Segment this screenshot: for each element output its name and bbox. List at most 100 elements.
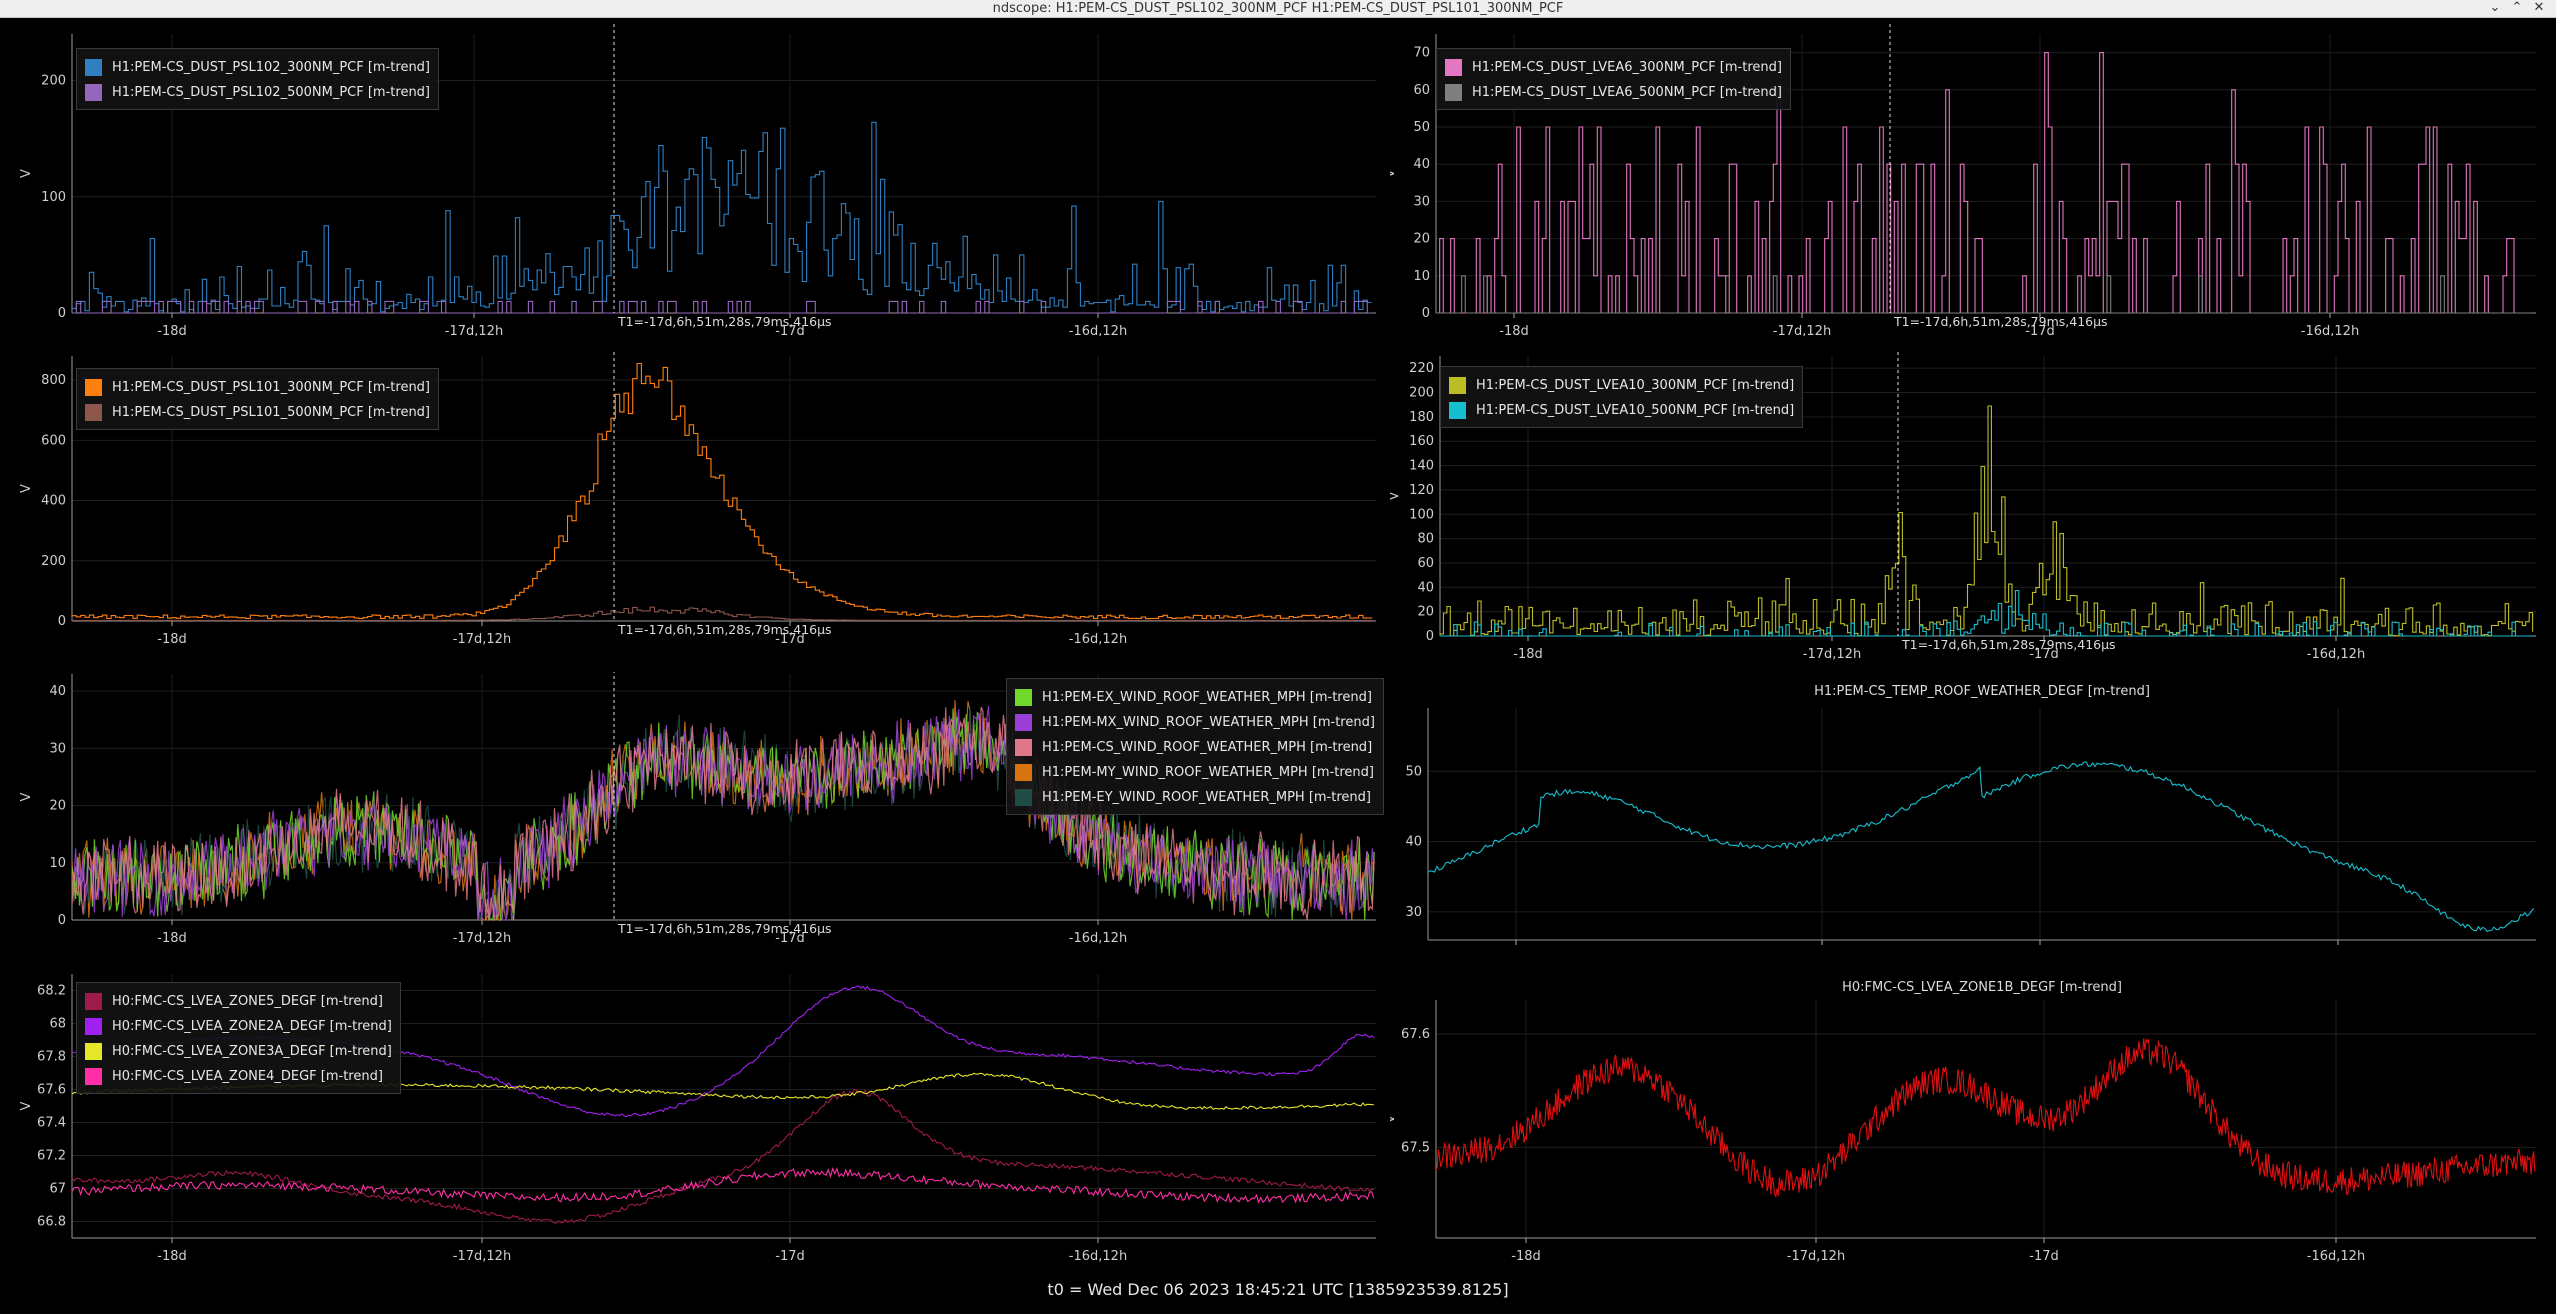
- legend-item[interactable]: H1:PEM-CS_DUST_PSL102_500NM_PCF [m-trend…: [85, 80, 430, 105]
- x-tick-label: -16d,12h: [1069, 931, 1127, 946]
- x-tick-label: -17d,12h: [1793, 951, 1851, 952]
- legend-item[interactable]: H1:PEM-MX_WIND_ROOF_WEATHER_MPH [m-trend…: [1015, 710, 1375, 735]
- y-axis-label: V: [1390, 491, 1402, 500]
- legend-item[interactable]: H0:FMC-CS_LVEA_ZONE2A_DEGF [m-trend]: [85, 1014, 392, 1039]
- y-tick-label: 200: [41, 74, 66, 89]
- x-tick-label: -18d: [157, 931, 187, 946]
- series-trace: [71, 1167, 1375, 1204]
- t1-cursor-label: T1=-17d,6h,51m,28s,79ms,416µs: [1893, 314, 2108, 329]
- y-tick-label: 40: [1417, 580, 1434, 595]
- x-tick-label: -17d,12h: [453, 1249, 511, 1264]
- x-tick-label: -17d,12h: [1787, 1249, 1845, 1264]
- legend-swatch: [1015, 789, 1032, 806]
- plot-panel-p4[interactable]: 0 20 40 60 80 100 120 140 160 180 200 220 -18d -17d,1…: [1390, 352, 2556, 666]
- legend-item[interactable]: H1:PEM-CS_DUST_PSL102_300NM_PCF [m-trend…: [85, 55, 430, 80]
- y-tick-label: 0: [1422, 306, 1430, 321]
- y-tick-label: 20: [49, 799, 66, 814]
- legend-swatch: [85, 404, 102, 421]
- close-icon[interactable]: ✕: [2533, 0, 2545, 15]
- t1-cursor-label: T1=-17d,6h,51m,28s,79ms,416µs: [1901, 637, 2116, 652]
- y-tick-label: 200: [1409, 386, 1434, 401]
- y-tick-label: 180: [1409, 410, 1434, 425]
- series-trace: [72, 300, 1372, 314]
- x-tick-label: -16d,12h: [2301, 324, 2359, 336]
- legend-swatch: [85, 1068, 102, 1085]
- window-titlebar[interactable]: ndscope: H1:PEM-CS_DUST_PSL102_300NM_PCF…: [0, 0, 2556, 18]
- legend-item[interactable]: H1:PEM-MY_WIND_ROOF_WEATHER_MPH [m-trend…: [1015, 760, 1375, 785]
- plot-panel-p1[interactable]: 0 100 200 -18d -17d,12h -17d -16d,12h V T1=-17d,…: [0, 22, 1390, 336]
- series-trace: [1427, 761, 2535, 933]
- x-tick-label: -17d: [775, 324, 805, 336]
- plot-panel-p6[interactable]: 304050-18d-17d,12h-17d-16d,12hVH1:PEM-CS…: [1390, 672, 2556, 952]
- legend-label: H1:PEM-MX_WIND_ROOF_WEATHER_MPH [m-trend…: [1042, 715, 1375, 730]
- plot-canvas[interactable]: 0 10 20 30 40 -18d -17d,12h -17d -16d,12h V T1=-17…: [0, 672, 1390, 952]
- legend-item[interactable]: H0:FMC-CS_LVEA_ZONE3A_DEGF [m-trend]: [85, 1039, 392, 1064]
- x-tick-label: -16d,12h: [2307, 647, 2365, 662]
- plot-legend[interactable]: H1:PEM-CS_DUST_LVEA10_300NM_PCF [m-trend…: [1440, 366, 1804, 428]
- legend-swatch: [85, 59, 102, 76]
- plot-canvas[interactable]: 0 100 200 -18d -17d,12h -17d -16d,12h V T1=-17d,…: [0, 22, 1390, 336]
- plot-legend[interactable]: H1:PEM-CS_DUST_LVEA6_300NM_PCF [m-trend]…: [1436, 48, 1791, 110]
- legend-item[interactable]: H1:PEM-CS_DUST_PSL101_500NM_PCF [m-trend…: [85, 400, 430, 425]
- y-tick-label: 600: [41, 433, 66, 448]
- legend-swatch: [1445, 59, 1462, 76]
- plot-canvas[interactable]: 0 10 20 30 40 50 60 70 -18d -17d,12h -17d -16d,12h V…: [1390, 22, 2556, 336]
- plot-canvas[interactable]: 67.5 67.6 -18d -17d,12h -17d -16d,12h V: [1390, 972, 2556, 1272]
- y-tick-label: 40: [1405, 835, 1422, 850]
- plot-panel-p7[interactable]: 66.8 67 67.2 67.4 67.6 67.8 68 68.2 -18d -17d,12h…: [0, 972, 1390, 1272]
- plot-canvas[interactable]: 0 200 400 600 800 -18d -17d,12h -17d -16d,12h V T1…: [0, 352, 1390, 666]
- series-trace: [1440, 405, 2534, 637]
- minimize-icon[interactable]: ⌄: [2489, 0, 2501, 15]
- legend-item[interactable]: H1:PEM-CS_DUST_LVEA10_500NM_PCF [m-trend…: [1449, 398, 1794, 423]
- plot-panel-p8[interactable]: 67.5 67.6 -18d -17d,12h -17d -16d,12h V H0:FMC-…: [1390, 972, 2556, 1272]
- plot-panel-p5[interactable]: 0 10 20 30 40 -18d -17d,12h -17d -16d,12h V T1=-17…: [0, 672, 1390, 952]
- plot-panel-p3[interactable]: 0 200 400 600 800 -18d -17d,12h -17d -16d,12h V T1…: [0, 352, 1390, 666]
- series-trace: [72, 362, 1373, 620]
- legend-label: H1:PEM-CS_DUST_PSL102_500NM_PCF [m-trend…: [112, 85, 431, 100]
- legend-label: H0:FMC-CS_LVEA_ZONE4_DEGF [m-trend]: [112, 1069, 383, 1084]
- legend-label: H0:FMC-CS_LVEA_ZONE5_DEGF [m-trend]: [112, 994, 383, 1009]
- y-tick-label: 140: [1409, 459, 1434, 474]
- legend-item[interactable]: H1:PEM-CS_DUST_LVEA6_500NM_PCF [m-trend]: [1445, 80, 1782, 105]
- x-tick-label: -17d: [2029, 1249, 2059, 1264]
- y-tick-label: 60: [1413, 83, 1430, 98]
- t1-cursor-label: T1=-17d,6h,51m,28s,79ms,416µs: [617, 314, 832, 329]
- legend-label: H0:FMC-CS_LVEA_ZONE3A_DEGF [m-trend]: [112, 1044, 392, 1059]
- maximize-icon[interactable]: ⌃: [2511, 0, 2523, 15]
- x-tick-label: -18d: [1499, 324, 1529, 336]
- x-tick-label: -17d: [775, 931, 805, 946]
- x-tick-label: -16d,12h: [1069, 324, 1127, 336]
- series-trace: [1435, 1037, 2536, 1199]
- legend-item[interactable]: H1:PEM-EX_WIND_ROOF_WEATHER_MPH [m-trend…: [1015, 685, 1375, 710]
- legend-item[interactable]: H1:PEM-CS_WIND_ROOF_WEATHER_MPH [m-trend…: [1015, 735, 1375, 760]
- y-tick-label: 20: [1417, 605, 1434, 620]
- legend-item[interactable]: H1:PEM-CS_DUST_PSL101_300NM_PCF [m-trend…: [85, 375, 430, 400]
- legend-item[interactable]: H1:PEM-CS_DUST_LVEA6_300NM_PCF [m-trend]: [1445, 55, 1782, 80]
- plot-panel-p2[interactable]: 0 10 20 30 40 50 60 70 -18d -17d,12h -17d -16d,12h V…: [1390, 22, 2556, 336]
- x-tick-label: -17d,12h: [453, 632, 511, 647]
- x-tick-label: -17d: [2025, 951, 2055, 952]
- y-tick-label: 10: [49, 856, 66, 871]
- y-tick-label: 0: [58, 306, 66, 321]
- series-trace: [1436, 52, 2533, 314]
- y-tick-label: 100: [41, 190, 66, 205]
- legend-item[interactable]: H1:PEM-CS_DUST_LVEA10_300NM_PCF [m-trend…: [1449, 373, 1794, 398]
- plot-legend[interactable]: H1:PEM-CS_DUST_PSL102_300NM_PCF [m-trend…: [76, 48, 440, 110]
- legend-item[interactable]: H1:PEM-EY_WIND_ROOF_WEATHER_MPH [m-trend…: [1015, 785, 1375, 810]
- plot-title: H0:FMC-CS_LVEA_ZONE1B_DEGF [m-trend]: [1842, 980, 2122, 995]
- legend-swatch: [85, 1043, 102, 1060]
- y-tick-label: 30: [1405, 905, 1422, 920]
- plot-legend[interactable]: H0:FMC-CS_LVEA_ZONE5_DEGF [m-trend] H0:FM…: [76, 982, 401, 1094]
- legend-label: H1:PEM-CS_DUST_PSL101_300NM_PCF [m-trend…: [112, 380, 431, 395]
- legend-swatch: [1449, 402, 1466, 419]
- plot-legend[interactable]: H1:PEM-EX_WIND_ROOF_WEATHER_MPH [m-trend…: [1006, 678, 1384, 815]
- x-tick-label: -16d,12h: [2309, 951, 2367, 952]
- legend-item[interactable]: H0:FMC-CS_LVEA_ZONE4_DEGF [m-trend]: [85, 1064, 392, 1089]
- y-axis-label: V: [19, 1101, 34, 1110]
- plot-legend[interactable]: H1:PEM-CS_DUST_PSL101_300NM_PCF [m-trend…: [76, 368, 440, 430]
- legend-item[interactable]: H0:FMC-CS_LVEA_ZONE5_DEGF [m-trend]: [85, 989, 392, 1014]
- x-tick-label: -18d: [157, 632, 187, 647]
- series-trace: [1436, 275, 2533, 314]
- y-tick-label: 30: [1413, 194, 1430, 209]
